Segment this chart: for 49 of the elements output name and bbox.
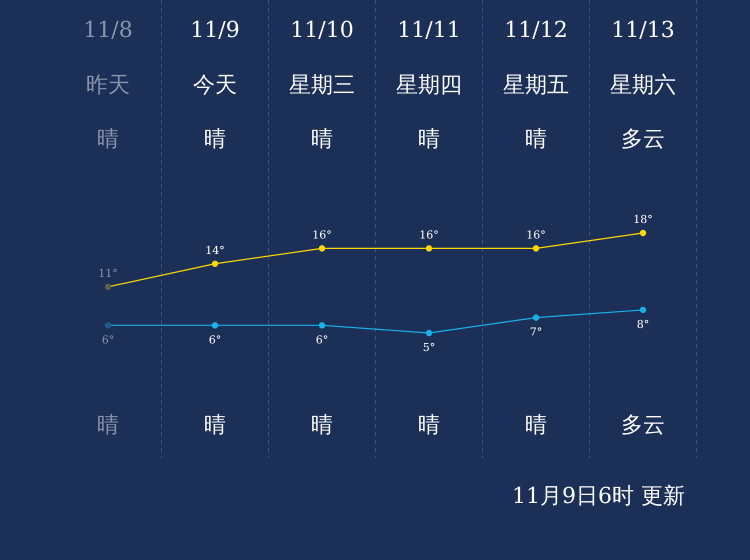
data-label: 18°	[633, 213, 653, 226]
point	[640, 306, 646, 314]
data-label: 11°	[98, 266, 118, 280]
text: 晴	[97, 127, 119, 152]
text: 星期六	[610, 73, 676, 98]
text: 今天	[193, 73, 237, 98]
text: 星期四	[396, 73, 462, 98]
data-label: 16°	[526, 228, 546, 242]
text: 晴	[204, 127, 226, 152]
x-tick-label: 11/8	[83, 18, 133, 43]
point	[426, 245, 432, 252]
point	[212, 260, 218, 267]
x-tick-label: 11/13	[611, 18, 675, 43]
x-tick-label: 11/9	[190, 18, 240, 43]
text: 晴	[204, 413, 226, 438]
data-label: 14°	[205, 244, 225, 257]
text: 晴	[525, 127, 547, 152]
data-label: 6°	[102, 333, 114, 346]
x-tick-label: 11/11	[397, 18, 461, 43]
data-label: 16°	[312, 228, 332, 242]
data-label: 5°	[422, 341, 436, 354]
data-label: 6°	[208, 333, 222, 346]
point	[104, 322, 112, 329]
data-label: 8°	[636, 318, 650, 331]
text: 晴	[418, 413, 440, 438]
text: 晴	[418, 127, 440, 152]
x-tick-label: 11/12	[504, 18, 568, 43]
point	[104, 284, 112, 290]
text: 星期五	[503, 73, 569, 98]
text: 11月9日6时 更新	[512, 484, 685, 509]
text: 多云	[621, 413, 665, 438]
text: 多云	[621, 127, 665, 152]
text: 晴	[525, 413, 547, 438]
text: 晴	[97, 413, 119, 438]
point	[532, 245, 540, 252]
text: 星期三	[289, 73, 355, 98]
data-label: 6°	[316, 333, 328, 346]
data-label: 7°	[530, 326, 542, 339]
x-tick-label: 11/10	[290, 18, 354, 43]
data-label: 16°	[419, 228, 439, 242]
text: 晴	[311, 413, 333, 438]
point	[640, 230, 646, 236]
point	[212, 322, 218, 329]
text: 晴	[311, 127, 333, 152]
point	[318, 322, 326, 329]
text: 昨天	[86, 73, 130, 98]
point	[426, 330, 432, 336]
point	[318, 245, 326, 252]
point	[532, 314, 540, 321]
